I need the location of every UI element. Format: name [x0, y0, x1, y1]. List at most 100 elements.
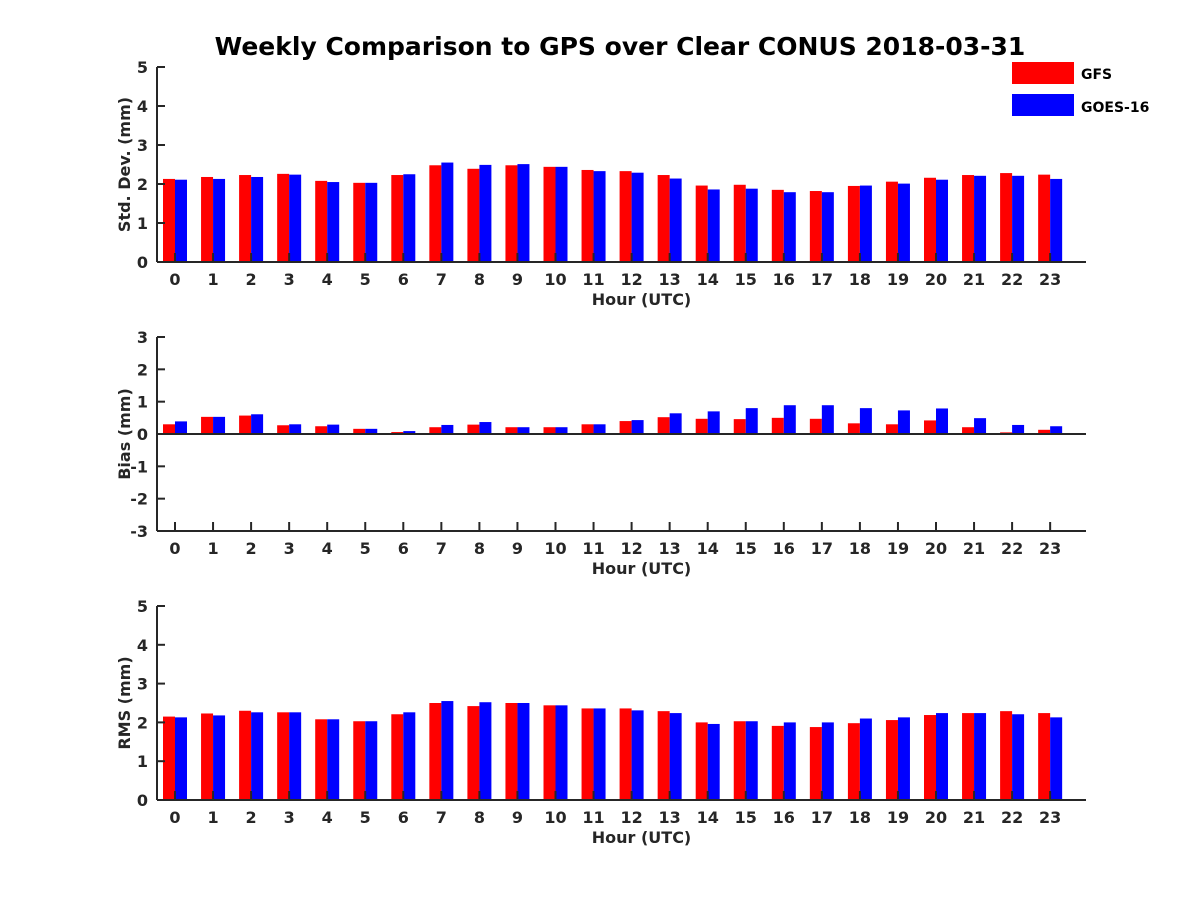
bar-gfs-hour-7	[429, 703, 442, 800]
x-tick-label: 20	[925, 270, 947, 289]
bar-gfs-hour-21	[962, 175, 975, 262]
x-tick-label: 17	[811, 270, 833, 289]
bar-gfs-hour-4	[315, 180, 328, 262]
bar-gfs-hour-5	[353, 428, 366, 434]
bar-goes16-hour-12	[631, 172, 644, 262]
bar-gfs-hour-2	[239, 175, 252, 262]
bar-gfs-hour-3	[277, 425, 290, 434]
bar-goes16-hour-2	[251, 712, 264, 800]
bar-goes16-hour-8	[479, 702, 492, 800]
bar-gfs-hour-20	[924, 177, 936, 262]
bar-goes16-hour-7	[441, 162, 454, 262]
x-tick-label: 6	[398, 808, 409, 827]
bar-goes16-hour-4	[327, 719, 340, 800]
y-tick-label: 0	[137, 425, 148, 444]
bar-goes16-hour-17	[821, 405, 834, 434]
x-tick-label: 8	[474, 539, 485, 558]
x-tick-label: 16	[773, 270, 795, 289]
x-tick-label: 23	[1039, 539, 1061, 558]
bar-gfs-hour-8	[467, 706, 480, 800]
bar-goes16-hour-10	[555, 427, 568, 434]
y-tick-label: 3	[137, 328, 148, 347]
x-tick-label: 13	[659, 539, 681, 558]
x-tick-label: 6	[398, 539, 409, 558]
bar-goes16-hour-13	[669, 713, 682, 800]
bar-goes16-hour-18	[859, 408, 872, 434]
bar-gfs-hour-16	[771, 189, 784, 262]
bar-goes16-hour-1	[213, 416, 226, 434]
x-tick-label: 19	[887, 270, 909, 289]
x-tick-label: 15	[735, 808, 757, 827]
bar-goes16-hour-22	[1012, 424, 1025, 434]
bar-gfs-hour-16	[771, 417, 784, 434]
bar-gfs-hour-21	[962, 713, 975, 800]
bar-goes16-hour-15	[745, 408, 758, 434]
x-tick-label: 3	[284, 270, 295, 289]
bar-goes16-hour-11	[593, 424, 606, 434]
x-tick-label: 20	[925, 539, 947, 558]
x-tick-label: 16	[773, 808, 795, 827]
x-tick-label: 7	[436, 539, 447, 558]
x-tick-label: 17	[811, 539, 833, 558]
bar-goes16-hour-11	[593, 171, 606, 262]
x-tick-label: 2	[246, 270, 257, 289]
y-tick-label: -2	[130, 490, 148, 509]
bar-gfs-hour-5	[353, 721, 366, 800]
bar-gfs-hour-7	[429, 427, 442, 434]
bar-goes16-hour-20	[936, 713, 948, 800]
bar-gfs-hour-13	[657, 711, 670, 800]
bar-goes16-hour-0	[175, 717, 187, 800]
bar-goes16-hour-23	[1050, 717, 1063, 800]
bar-goes16-hour-11	[593, 708, 606, 800]
y-tick-label: 1	[137, 214, 148, 233]
bar-goes16-hour-1	[213, 178, 226, 262]
bar-gfs-hour-0	[163, 178, 175, 262]
bar-goes16-hour-16	[783, 405, 796, 434]
bar-gfs-hour-11	[581, 708, 594, 800]
bar-gfs-hour-3	[277, 173, 290, 262]
x-tick-label: 0	[169, 808, 180, 827]
x-tick-label: 10	[544, 539, 566, 558]
bar-gfs-hour-17	[809, 191, 822, 262]
bar-gfs-hour-18	[847, 423, 860, 434]
bar-gfs-hour-1	[201, 713, 214, 800]
x-tick-label: 22	[1001, 270, 1023, 289]
x-tick-label: 12	[620, 539, 642, 558]
bar-goes16-hour-23	[1050, 426, 1063, 434]
bar-goes16-hour-16	[783, 192, 796, 262]
y-tick-label: -3	[130, 522, 148, 541]
bar-goes16-hour-6	[403, 431, 416, 434]
x-tick-label: 22	[1001, 808, 1023, 827]
bar-goes16-hour-5	[365, 182, 378, 262]
bar-goes16-hour-9	[517, 703, 530, 800]
bar-gfs-hour-8	[467, 168, 480, 262]
bar-gfs-hour-1	[201, 176, 214, 262]
x-tick-label: 13	[659, 270, 681, 289]
x-tick-label: 18	[849, 808, 871, 827]
bar-goes16-hour-19	[897, 410, 910, 434]
legend-swatch-goes16	[1012, 94, 1074, 116]
y-tick-label: 2	[137, 713, 148, 732]
x-tick-label: 21	[963, 539, 985, 558]
bar-gfs-hour-0	[163, 424, 175, 434]
x-tick-label: 22	[1001, 539, 1023, 558]
y-tick-label: 5	[137, 597, 148, 616]
bar-gfs-hour-21	[962, 427, 975, 434]
bar-goes16-hour-0	[175, 421, 187, 434]
x-tick-label: 19	[887, 539, 909, 558]
y-tick-label: 1	[137, 752, 148, 771]
legend-label-goes16: GOES-16	[1081, 100, 1149, 116]
bar-goes16-hour-21	[974, 713, 987, 800]
bar-goes16-hour-4	[327, 424, 340, 434]
bar-gfs-hour-4	[315, 719, 328, 800]
bar-gfs-hour-9	[505, 165, 518, 262]
x-tick-label: 3	[284, 539, 295, 558]
x-axis-label: Hour (UTC)	[592, 828, 692, 847]
bar-goes16-hour-23	[1050, 178, 1063, 262]
bar-gfs-hour-8	[467, 424, 480, 434]
y-tick-label: 0	[137, 791, 148, 810]
y-tick-label: 0	[137, 253, 148, 272]
